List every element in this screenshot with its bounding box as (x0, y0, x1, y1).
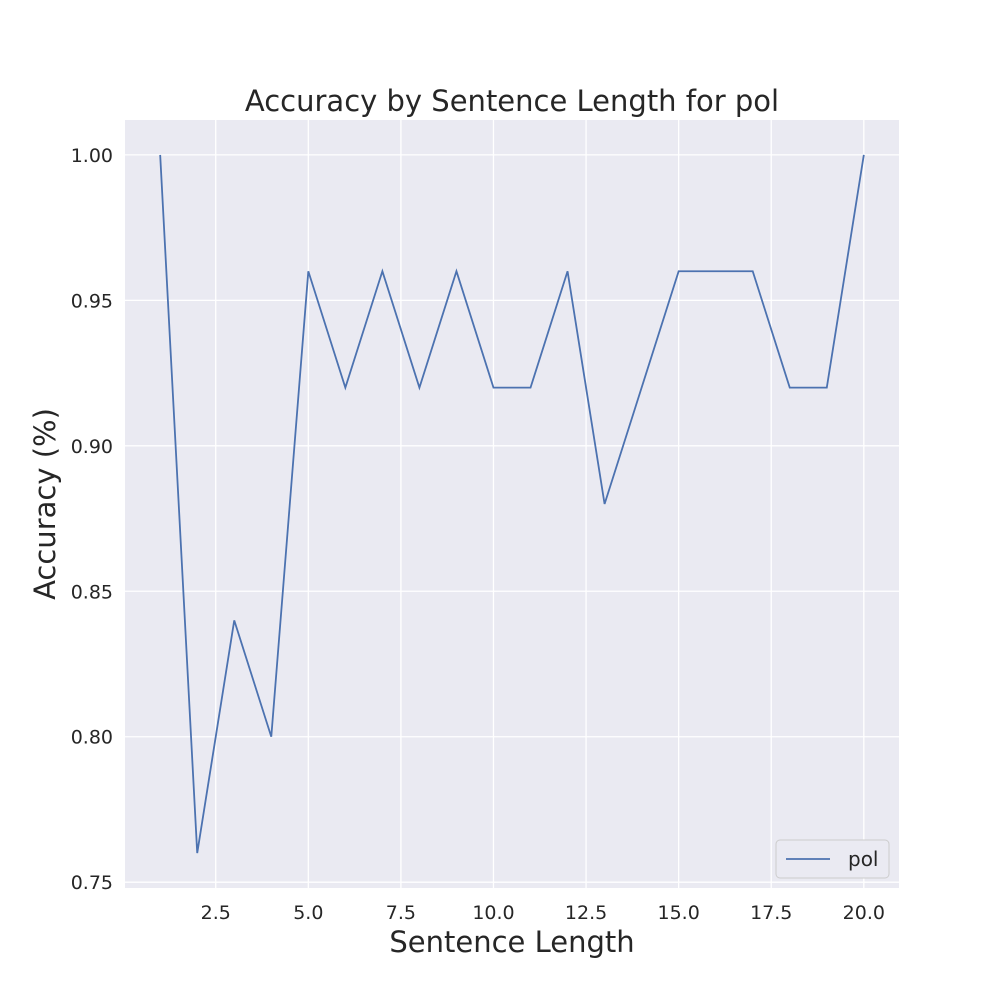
y-tick-label: 0.85 (71, 581, 113, 603)
legend-label: pol (848, 847, 879, 871)
y-tick-label: 0.90 (71, 436, 113, 458)
y-tick-label: 0.80 (71, 727, 113, 749)
legend: pol (775, 839, 890, 879)
y-tick-label: 0.95 (71, 290, 113, 312)
x-tick-label: 20.0 (843, 902, 885, 924)
x-tick-label: 10.0 (472, 902, 514, 924)
grid-lines (125, 120, 899, 888)
x-axis-title: Sentence Length (389, 925, 634, 959)
x-tick-label: 12.5 (565, 902, 607, 924)
x-tick-label: 7.5 (386, 902, 416, 924)
y-axis-title: Accuracy (%) (28, 408, 62, 600)
x-tick-label: 2.5 (201, 902, 231, 924)
series-line-pol (159, 154, 865, 854)
y-tick-label: 0.75 (71, 872, 113, 894)
plot-area (125, 120, 899, 888)
legend-box (775, 839, 890, 879)
x-tick-label: 15.0 (657, 902, 699, 924)
series-layer (159, 154, 865, 854)
y-tick-labels: 0.75 0.80 0.85 0.90 0.95 1.00 (71, 145, 113, 894)
chart-title: Accuracy by Sentence Length for pol (245, 84, 779, 118)
x-tick-labels: 2.5 5.0 7.5 10.0 12.5 15.0 17.5 20.0 (201, 902, 885, 924)
y-tick-label: 1.00 (71, 145, 113, 167)
x-tick-label: 5.0 (293, 902, 323, 924)
x-tick-label: 17.5 (750, 902, 792, 924)
